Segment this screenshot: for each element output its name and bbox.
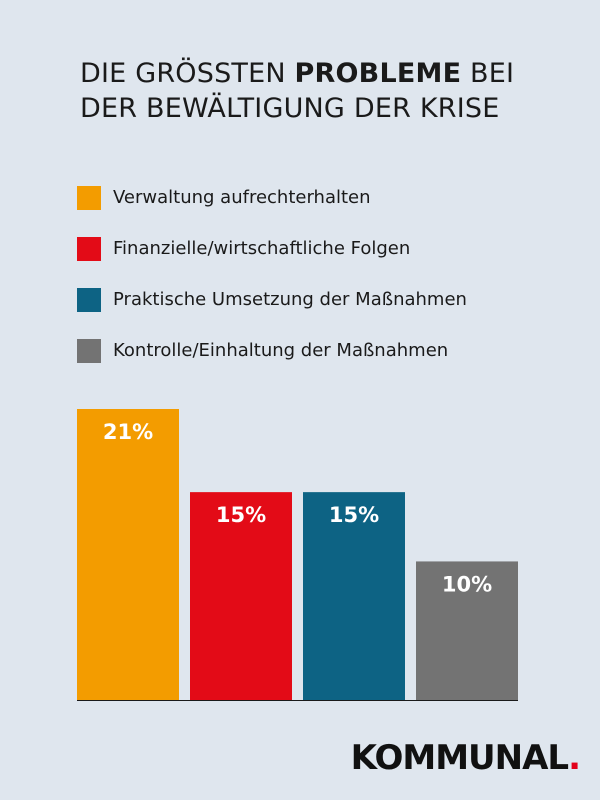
title-line-2: DER BEWÄLTIGUNG DER KRISE	[80, 93, 500, 124]
legend-item: Finanzielle/wirtschaftliche Folgen	[77, 223, 467, 274]
title-part-2: BEI	[461, 58, 515, 89]
bar-value-label: 15%	[329, 503, 379, 527]
legend-label: Praktische Umsetzung der Maßnahmen	[113, 289, 467, 310]
bar	[303, 492, 405, 700]
brand-logo: KOMMUNAL.	[350, 738, 581, 778]
legend-label: Finanzielle/wirtschaftliche Folgen	[113, 238, 411, 259]
legend-item: Verwaltung aufrechterhalten	[77, 172, 467, 223]
bar	[77, 409, 179, 700]
legend-label: Kontrolle/Einhaltung der Maßnahmen	[113, 340, 449, 361]
legend: Verwaltung aufrechterhalten Finanzielle/…	[77, 172, 467, 376]
legend-item: Praktische Umsetzung der Maßnahmen	[77, 274, 467, 325]
title-part-1: DIE GRÖSSTEN	[80, 58, 295, 89]
brand-dot: .	[568, 738, 581, 778]
legend-swatch	[77, 236, 101, 261]
bar	[190, 492, 292, 700]
title-emphasis: PROBLEME	[294, 58, 462, 89]
legend-swatch	[77, 185, 101, 210]
legend-label: Verwaltung aufrechterhalten	[113, 187, 371, 208]
bar-value-label: 15%	[216, 503, 266, 527]
brand-name: KOMMUNAL	[350, 738, 569, 778]
legend-swatch	[77, 287, 101, 312]
bar	[416, 561, 518, 700]
legend-swatch	[77, 338, 101, 363]
chart-title: DIE GRÖSSTEN PROBLEME BEI DER BEWÄLTIGUN…	[80, 56, 514, 126]
bar-value-label: 21%	[103, 420, 153, 444]
legend-item: Kontrolle/Einhaltung der Maßnahmen	[77, 325, 467, 376]
bar-value-label: 10%	[442, 572, 492, 596]
